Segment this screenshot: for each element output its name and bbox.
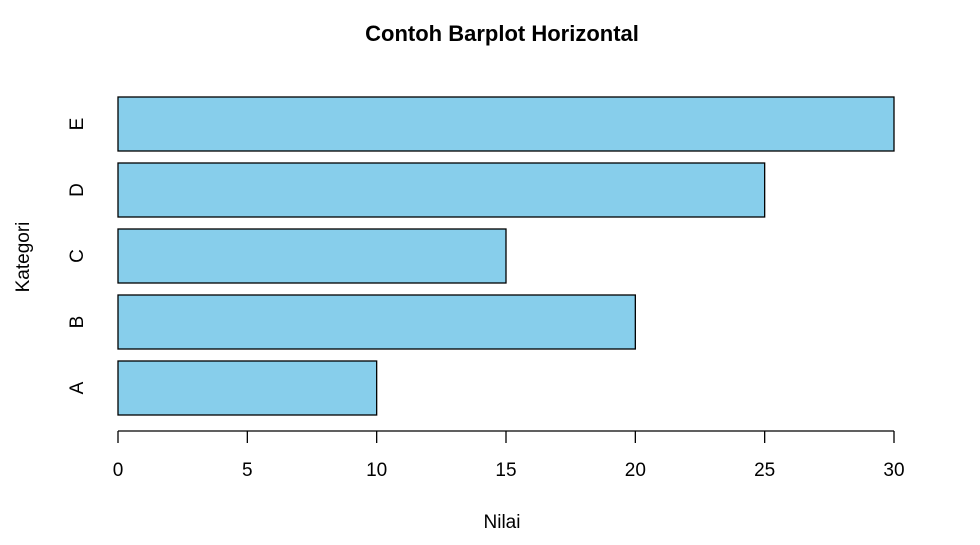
x-tick-label: 30 [883, 460, 904, 481]
bars-group [117, 96, 895, 416]
y-tick-label-a: A [67, 381, 88, 394]
x-axis: 0 5 10 15 20 25 30 [113, 430, 905, 481]
bar-e [117, 96, 895, 152]
x-tick-label: 25 [754, 460, 775, 481]
bar-b [117, 294, 636, 350]
x-tick-label: 5 [242, 460, 253, 481]
y-axis-tick-labels: A B C D E [67, 118, 88, 395]
x-tick-label: 0 [113, 460, 124, 481]
x-tick-label: 15 [495, 460, 516, 481]
x-tick-label: 10 [366, 460, 387, 481]
y-tick-label-b: B [67, 316, 88, 329]
x-axis-label: Nilai [484, 512, 521, 533]
y-axis-label: Kategori [13, 222, 34, 293]
y-tick-label-e: E [67, 118, 88, 131]
y-tick-label-d: D [67, 183, 88, 197]
x-tick-label: 20 [625, 460, 646, 481]
bar-d [117, 162, 766, 218]
y-tick-label-c: C [67, 249, 88, 263]
bar-a [117, 360, 378, 416]
chart-title: Contoh Barplot Horizontal [365, 21, 639, 46]
bar-c [117, 228, 507, 284]
